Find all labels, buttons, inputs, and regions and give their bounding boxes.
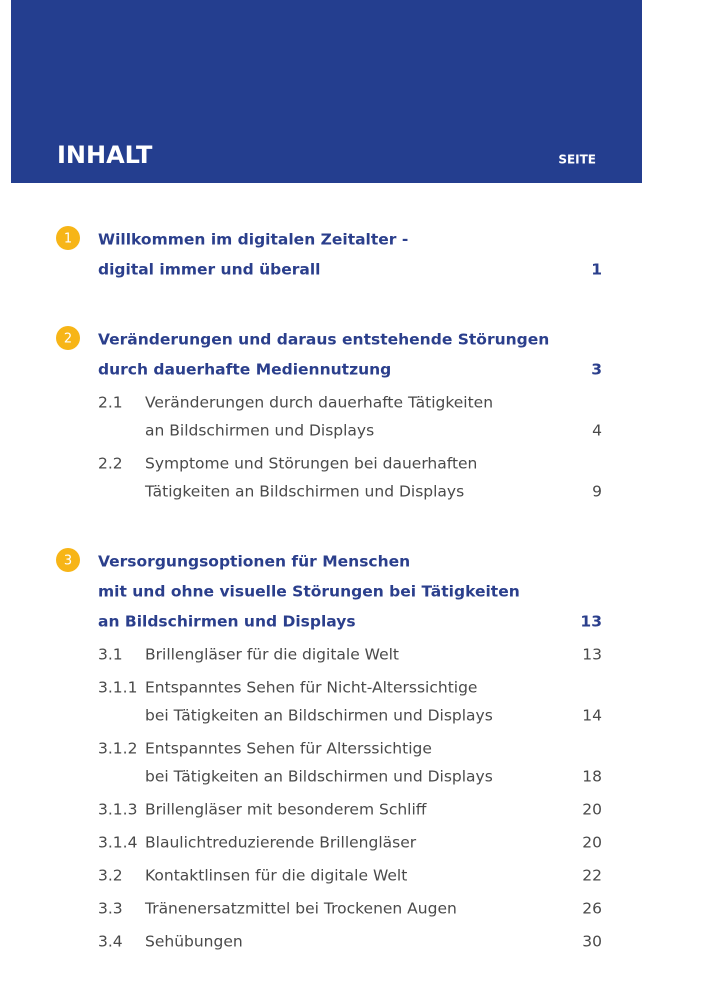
item-number: 3.1 (98, 646, 123, 664)
item-number: 3.1.3 (98, 801, 137, 819)
item-number: 3.1.4 (98, 834, 137, 852)
section-page: 13 (580, 613, 602, 631)
item-page: 22 (582, 867, 602, 885)
header-band (11, 0, 642, 183)
item-title: an Bildschirmen und Displays (145, 422, 374, 440)
item-page: 20 (582, 834, 602, 852)
section-page: 3 (591, 361, 602, 379)
item-title: Veränderungen durch dauerhafte Tätigkeit… (145, 394, 493, 412)
item-title: bei Tätigkeiten an Bildschirmen und Disp… (145, 768, 493, 786)
section-title: mit und ohne visuelle Störungen bei Täti… (98, 583, 520, 601)
item-number: 2.1 (98, 394, 123, 412)
item-title: Entspanntes Sehen für Alterssichtige (145, 740, 432, 758)
item-title: Blaulichtreduzierende Brillengläser (145, 834, 417, 852)
section-badge (56, 226, 80, 250)
section-title: an Bildschirmen und Displays (98, 613, 356, 631)
item-number: 3.1.1 (98, 679, 137, 697)
item-page: 9 (592, 483, 602, 501)
header-title: INHALT (57, 141, 153, 169)
section-title: durch dauerhafte Mediennutzung (98, 361, 391, 379)
item-page: 4 (592, 422, 602, 440)
item-number: 2.2 (98, 455, 123, 473)
item-number: 3.4 (98, 933, 123, 951)
item-page: 13 (582, 646, 602, 664)
item-page: 30 (582, 933, 602, 951)
item-number: 3.3 (98, 900, 123, 918)
item-page: 14 (582, 707, 602, 725)
item-title: Brillengläser mit besonderem Schliff (145, 801, 427, 819)
item-title: Sehübungen (145, 933, 243, 951)
item-title: bei Tätigkeiten an Bildschirmen und Disp… (145, 707, 493, 725)
item-title: Tränenersatzmittel bei Trockenen Augen (144, 900, 457, 918)
section-number: 1 (64, 232, 72, 247)
item-page: 20 (582, 801, 602, 819)
item-number: 3.2 (98, 867, 123, 885)
section-title: digital immer und überall (98, 261, 321, 279)
item-title: Kontaktlinsen für die digitale Welt (145, 867, 407, 885)
item-title: Brillengläser für die digitale Welt (145, 646, 399, 664)
section-number: 2 (64, 332, 72, 347)
section-number: 3 (64, 554, 72, 569)
item-page: 26 (582, 900, 602, 918)
item-title: Tätigkeiten an Bildschirmen und Displays (144, 483, 464, 501)
item-number: 3.1.2 (98, 740, 137, 758)
item-page: 18 (582, 768, 602, 786)
item-title: Entspanntes Sehen für Nicht-Alterssichti… (145, 679, 477, 697)
section-title: Willkommen im digitalen Zeitalter - (98, 231, 408, 249)
section-title: Veränderungen und daraus entstehende Stö… (98, 331, 549, 349)
section-title: Versorgungsoptionen für Menschen (98, 553, 410, 571)
item-title: Symptome und Störungen bei dauerhaften (145, 455, 477, 473)
section-badge (56, 326, 80, 350)
section-page: 1 (591, 261, 602, 279)
header-page-label: SEITE (558, 153, 596, 167)
section-badge (56, 548, 80, 572)
